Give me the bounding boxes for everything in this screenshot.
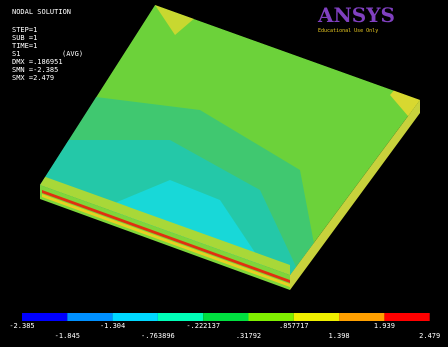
info-line: SMX =2.479 — [12, 74, 54, 82]
legend-label: -.763896 — [141, 332, 175, 340]
logo-note: Educational Use Only — [318, 28, 378, 34]
legend-label: .31792 — [236, 332, 261, 340]
info-line: SMN =-2.385 — [12, 66, 58, 74]
logo: ANSYS — [317, 3, 395, 27]
legend-label: 2.479 — [419, 332, 440, 340]
legend-bin — [293, 313, 340, 321]
plate — [40, 5, 420, 290]
legend-label: -1.845 — [55, 332, 80, 340]
legend-bin — [339, 313, 385, 321]
legend-label: -1.304 — [100, 322, 125, 330]
info-line: S1 — [12, 50, 20, 58]
legend-label: -2.385 — [9, 322, 34, 330]
legend-bin — [248, 313, 294, 321]
info-line: SUB =1 — [12, 34, 37, 42]
legend-label: 1.398 — [329, 332, 350, 340]
legend-bin — [112, 313, 158, 321]
info-line: DMX =.186951 — [12, 58, 63, 66]
legend-bin — [384, 313, 430, 321]
info-line: STEP=1 — [12, 26, 37, 34]
legend-label: -.222137 — [186, 322, 220, 330]
legend-bin — [22, 313, 68, 321]
legend-bin — [157, 313, 204, 321]
info-line: NODAL SOLUTION — [12, 8, 71, 16]
legend-bin — [67, 313, 113, 321]
info-line: TIME=1 — [12, 42, 37, 50]
legend: -2.385 -1.304 -.222137 .857717 1.939 -1.845 -.… — [9, 313, 440, 340]
legend-bin — [203, 313, 249, 321]
legend-label: 1.939 — [374, 322, 395, 330]
info-line: (AVG) — [62, 50, 83, 58]
legend-label: .857717 — [279, 322, 309, 330]
